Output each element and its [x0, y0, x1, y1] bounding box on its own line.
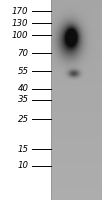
Text: 170: 170	[12, 6, 29, 16]
Text: 70: 70	[18, 48, 29, 58]
Text: 25: 25	[18, 114, 29, 123]
Text: 130: 130	[12, 19, 29, 27]
Bar	[0, 0, 51, 200]
Text: 40: 40	[18, 84, 29, 93]
Text: 15: 15	[18, 144, 29, 154]
Text: 35: 35	[18, 96, 29, 104]
Text: 55: 55	[18, 66, 29, 75]
Text: 10: 10	[18, 162, 29, 170]
Text: 100: 100	[12, 30, 29, 40]
